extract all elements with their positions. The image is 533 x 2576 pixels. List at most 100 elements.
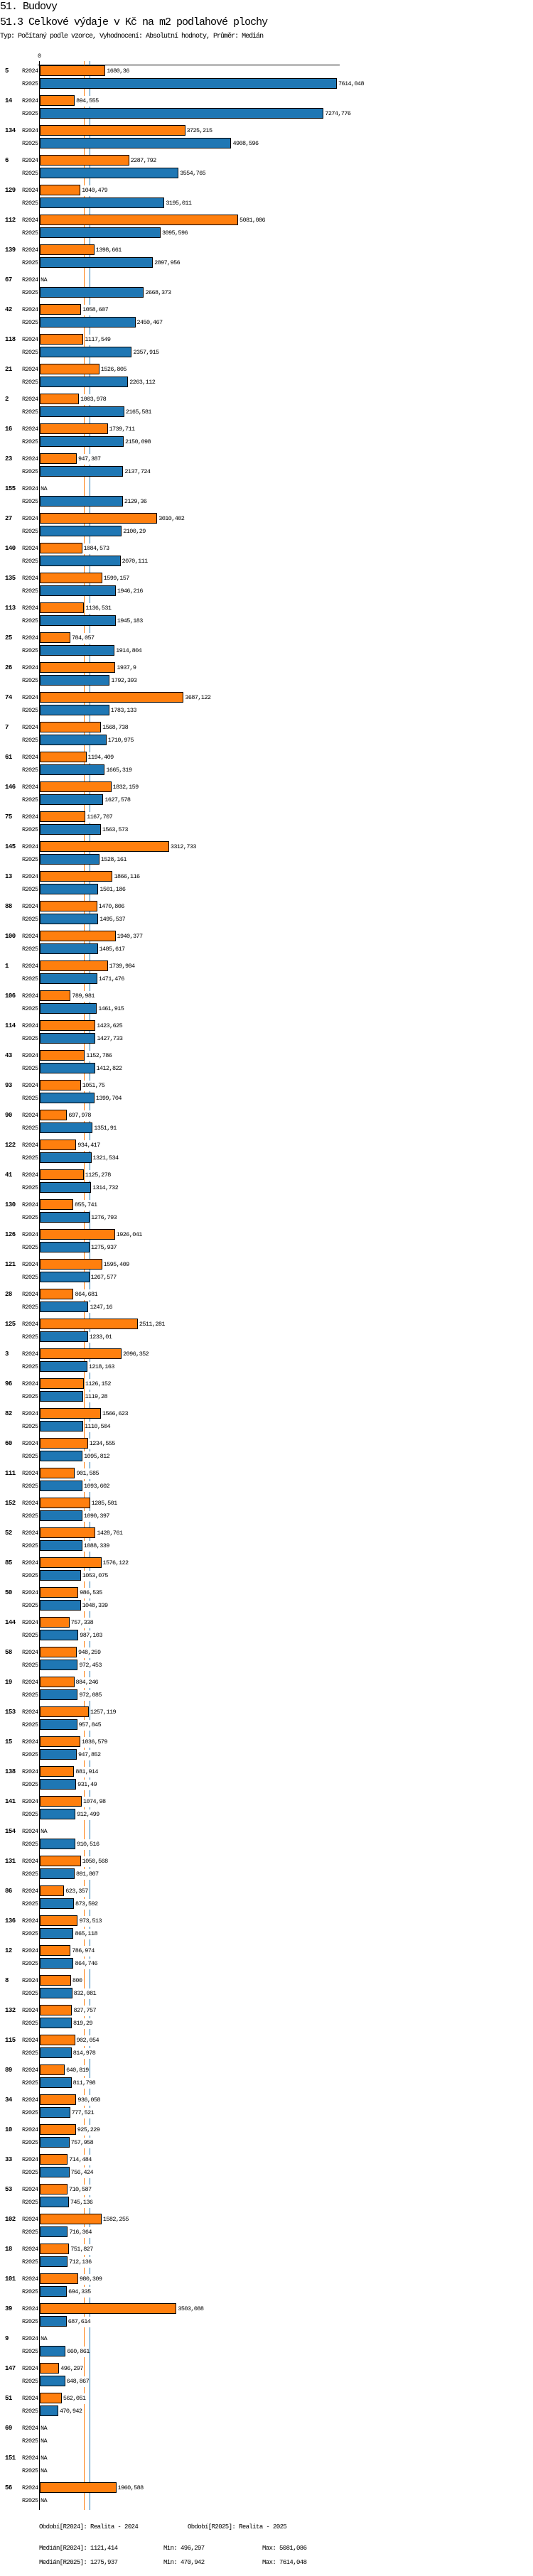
group-label: 5 <box>5 67 9 75</box>
series-label: R2024 <box>22 634 38 642</box>
series-label: R2024 <box>22 2484 38 2491</box>
series-label: R2024 <box>22 1022 38 1029</box>
series-label: R2024 <box>22 97 38 104</box>
data-label: 1053,075 <box>82 1571 108 1581</box>
bar-r2024 <box>40 841 169 852</box>
series-label: R2025 <box>22 1692 38 1699</box>
bar-r2025 <box>40 138 232 148</box>
data-label: 864,681 <box>75 1289 98 1300</box>
data-label: 1194,409 <box>87 752 114 763</box>
data-label: 1126,152 <box>85 1379 111 1390</box>
bar-r2025 <box>40 406 124 417</box>
series-label: R2024 <box>22 1171 38 1179</box>
bar-r2025 <box>40 1600 81 1611</box>
bar-r2025 <box>40 824 101 835</box>
data-label: NA <box>41 1827 48 1837</box>
series-label: R2024 <box>22 426 38 433</box>
data-label: 1412,822 <box>96 1064 122 1074</box>
data-label: 1036,579 <box>81 1737 108 1748</box>
data-label: 2100,29 <box>123 526 146 537</box>
bar-r2024 <box>40 244 95 255</box>
series-label: R2024 <box>22 515 38 522</box>
data-label: 1568,738 <box>102 723 129 733</box>
bar-r2025 <box>40 2316 67 2327</box>
series-label: R2024 <box>22 1380 38 1387</box>
series-label: R2024 <box>22 2246 38 2253</box>
series-label: R2025 <box>22 1930 38 1937</box>
series-label: R2025 <box>22 1184 38 1191</box>
series-label: R2024 <box>22 724 38 731</box>
bar-r2024 <box>40 1378 84 1389</box>
series-label: R2025 <box>22 1304 38 1311</box>
data-label: NA <box>41 2496 48 2506</box>
data-label: 1485,617 <box>99 944 125 955</box>
chart-title: 51.3 Celkové výdaje v Kč na m2 podlahové… <box>0 16 268 28</box>
bar-r2025 <box>40 1660 78 1670</box>
data-label: 980,309 <box>79 2274 102 2285</box>
data-label: 2511,281 <box>139 1319 165 1330</box>
series-label: R2024 <box>22 1888 38 1895</box>
bar-r2025 <box>40 377 129 387</box>
data-label: 1257,119 <box>90 1707 117 1718</box>
bar-r2025 <box>40 705 109 715</box>
series-label: R2024 <box>22 1768 38 1775</box>
bar-r2025 <box>40 615 116 626</box>
series-label: R2025 <box>22 110 38 117</box>
bar-r2024 <box>40 304 82 315</box>
series-label: R2024 <box>22 336 38 343</box>
data-label: 891,807 <box>75 1869 99 1880</box>
bar-r2024 <box>40 1587 79 1598</box>
series-label: R2024 <box>22 187 38 194</box>
data-label: 777,521 <box>71 2108 95 2118</box>
group-label: 43 <box>5 1052 12 1059</box>
group-label: 129 <box>5 187 16 194</box>
data-label: 1563,573 <box>102 825 128 835</box>
series-label: R2024 <box>22 2335 38 2342</box>
bar-r2024 <box>40 1229 115 1240</box>
series-label: R2025 <box>22 229 38 237</box>
data-label: 3687,122 <box>185 693 211 703</box>
bar-r2024 <box>40 960 108 971</box>
bar-r2025 <box>40 1451 83 1461</box>
bar-r2025 <box>40 1242 90 1252</box>
bar-r2025 <box>40 1093 95 1103</box>
group-label: 131 <box>5 1858 16 1865</box>
data-label: 1566,623 <box>102 1409 129 1419</box>
data-label: 1914,804 <box>116 646 142 656</box>
series-label: R2024 <box>22 1977 38 1984</box>
data-label: 1136,531 <box>85 603 112 614</box>
series-label: R2025 <box>22 1453 38 1460</box>
bar-r2024 <box>40 394 80 404</box>
data-label: 1051,75 <box>82 1081 105 1091</box>
max-2024: Max: 5081,086 <box>262 2545 307 2552</box>
data-label: 1084,573 <box>83 543 109 554</box>
data-label: 496,297 <box>60 2364 83 2374</box>
data-label: NA <box>41 2466 48 2477</box>
series-label: R2025 <box>22 1483 38 1490</box>
chart-info: Typ: Počítaný podle vzorce, Vyhodnocení:… <box>0 33 264 40</box>
bar-r2024 <box>40 2482 117 2493</box>
data-label: 1233,01 <box>89 1332 112 1343</box>
data-label: 1783,133 <box>110 705 137 716</box>
bar-r2024 <box>40 1677 75 1687</box>
data-label: 1058,607 <box>82 305 109 315</box>
data-label: NA <box>41 2423 48 2434</box>
bar-r2024 <box>40 811 86 822</box>
group-label: 25 <box>5 634 12 642</box>
series-label: R2024 <box>22 963 38 970</box>
series-label: R2025 <box>22 1035 38 1042</box>
bar-r2025 <box>40 585 116 596</box>
data-label: 1627,578 <box>104 795 131 806</box>
data-label: 873,592 <box>75 1899 98 1910</box>
data-label: 987,103 <box>80 1630 102 1641</box>
min-2024: Min: 496,297 <box>163 2545 205 2552</box>
bar-r2024 <box>40 602 85 613</box>
data-label: 3095,596 <box>161 228 188 239</box>
data-label: 3312,733 <box>170 842 196 853</box>
data-label: 2357,915 <box>133 347 159 358</box>
series-label: R2025 <box>22 2139 38 2146</box>
bar-r2024 <box>40 2184 68 2195</box>
series-label: R2024 <box>22 2067 38 2074</box>
data-label: 925,229 <box>77 2125 100 2136</box>
bar-r2025 <box>40 973 97 984</box>
